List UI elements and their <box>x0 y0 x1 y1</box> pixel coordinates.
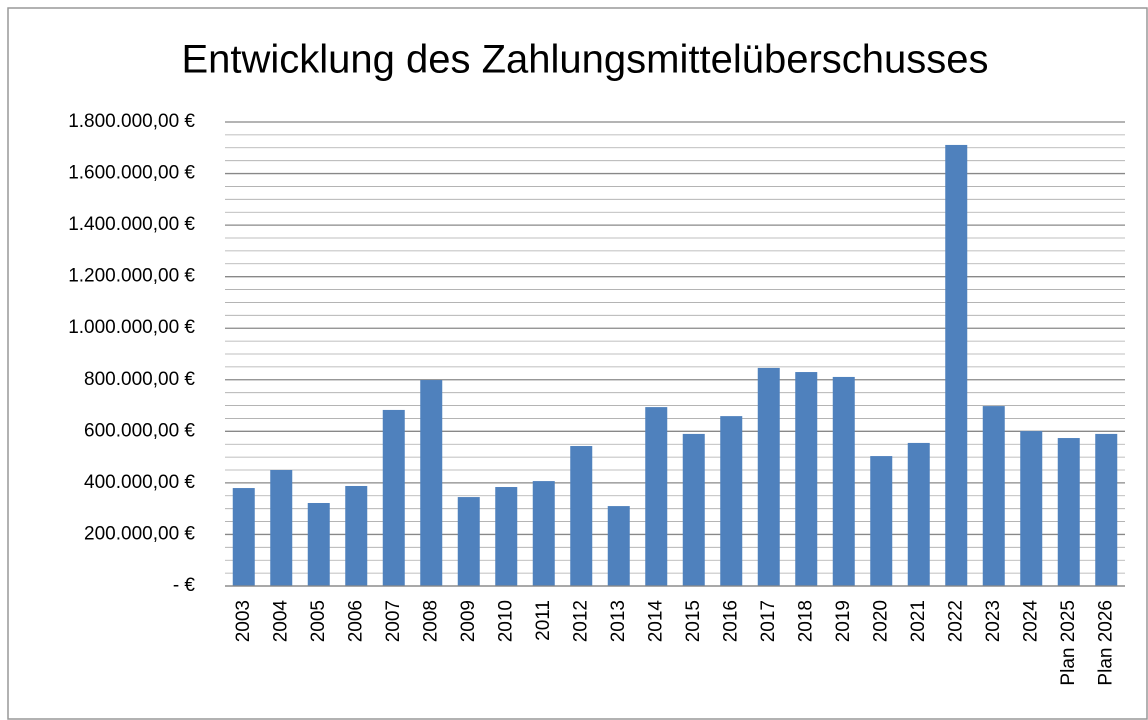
bar <box>607 506 630 586</box>
y-tick-label: 1.800.000,00 € <box>68 111 195 132</box>
y-tick-label: 600.000,00 € <box>84 420 195 441</box>
bar <box>1095 433 1118 586</box>
x-tick-label: 2003 <box>233 600 254 642</box>
bar <box>907 442 930 586</box>
x-tick-label: 2010 <box>495 600 516 642</box>
x-tick-label: 2007 <box>383 600 404 642</box>
bar <box>307 502 330 586</box>
x-tick-label: 2011 <box>533 600 554 641</box>
bar <box>645 407 668 586</box>
bar <box>795 372 818 586</box>
bar <box>345 485 368 586</box>
bar <box>945 144 968 587</box>
x-tick-label: 2005 <box>308 600 329 642</box>
chart-title: Entwicklung des Zahlungsmittelüberschuss… <box>181 38 988 82</box>
x-tick-label: 2018 <box>795 600 816 642</box>
x-tick-label: Plan 2026 <box>1095 600 1116 686</box>
x-tick-label: 2023 <box>983 600 1004 642</box>
x-tick-label: 2019 <box>833 600 854 642</box>
bar <box>495 487 518 586</box>
x-tick-label: 2022 <box>945 600 966 642</box>
y-tick-label: 800.000,00 € <box>84 369 195 390</box>
bar <box>532 481 555 586</box>
x-tick-label: 2014 <box>645 600 666 643</box>
bar <box>570 446 593 586</box>
x-tick-label: 2021 <box>908 600 929 642</box>
bar <box>1057 438 1080 586</box>
x-tick-label: 2004 <box>270 600 291 643</box>
bar <box>982 406 1005 586</box>
x-tick-label: 2020 <box>870 600 891 642</box>
y-tick-label: 1.000.000,00 € <box>68 317 195 338</box>
x-tick-label: 2006 <box>345 600 366 642</box>
bar <box>757 367 780 586</box>
bar <box>870 456 893 586</box>
bar <box>232 488 255 586</box>
bar <box>832 376 855 586</box>
bar <box>682 433 705 586</box>
x-tick-label: 2008 <box>420 600 441 642</box>
y-tick-label: 1.400.000,00 € <box>68 214 195 235</box>
x-tick-label: 2016 <box>720 600 741 642</box>
x-tick-label: Plan 2025 <box>1058 600 1079 686</box>
x-tick-label: 2009 <box>458 600 479 642</box>
x-tick-label: 2013 <box>608 600 629 642</box>
y-tick-label: 400.000,00 € <box>84 472 195 493</box>
bar <box>420 380 443 586</box>
bar <box>457 497 480 586</box>
y-tick-label: - € <box>173 575 196 596</box>
bar <box>720 416 743 586</box>
bar <box>1020 431 1043 586</box>
x-tick-label: 2012 <box>570 600 591 642</box>
x-tick-label: 2017 <box>758 600 779 642</box>
bar <box>270 470 293 586</box>
y-tick-label: 1.200.000,00 € <box>68 266 195 287</box>
x-tick-label: 2024 <box>1020 600 1041 643</box>
y-tick-label: 200.000,00 € <box>84 523 195 544</box>
x-tick-label: 2015 <box>683 600 704 642</box>
bar <box>382 409 405 586</box>
y-tick-label: 1.600.000,00 € <box>68 163 195 184</box>
